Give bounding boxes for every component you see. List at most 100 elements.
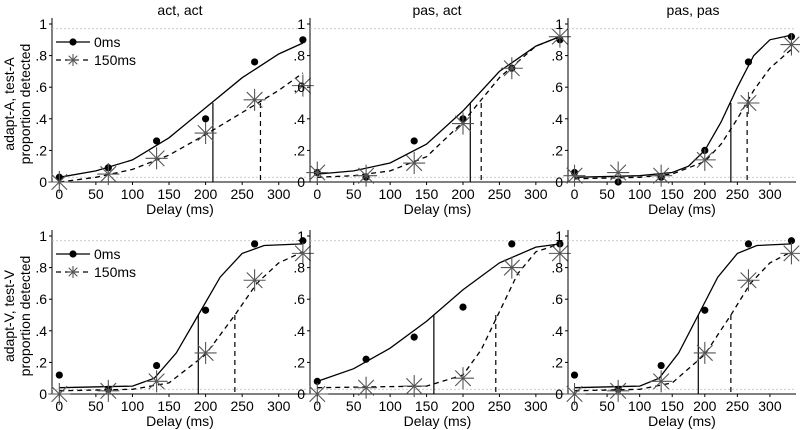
legend: 0ms 150ms: [56, 246, 136, 280]
x-tick-label: 50: [346, 186, 362, 202]
data-point-0ms: [152, 137, 161, 145]
data-point-150ms: [306, 383, 329, 405]
fit-curve-150ms: [317, 35, 561, 178]
y-tick-label: .8: [551, 260, 563, 276]
data-point-0ms: [787, 237, 796, 245]
data-point-150ms: [563, 164, 586, 187]
x-tick-label: 300: [758, 398, 782, 414]
x-tick-label: 50: [346, 398, 362, 414]
column-title-2: pas, act: [412, 2, 461, 18]
y-tick-label: 0: [297, 386, 305, 402]
x-tick-label: 300: [524, 186, 548, 202]
data-point-150ms: [737, 269, 760, 292]
x-axis-label: Delay (ms): [648, 201, 716, 217]
data-point-150ms: [548, 242, 571, 265]
fit-curve-0ms: [574, 34, 792, 178]
data-point-150ms: [500, 57, 523, 80]
data-point-150ms: [48, 383, 71, 405]
data-point-150ms: [355, 376, 378, 399]
legend-marker-0ms: [69, 38, 77, 46]
x-tick-label: 0: [55, 186, 63, 202]
y-tick-label: .2: [293, 354, 305, 370]
fit-curve-150ms: [317, 243, 561, 389]
x-tick-label: 250: [726, 398, 750, 414]
x-tick-label: 250: [488, 186, 512, 202]
chart-panel: 0 .2 .4 .6 .8 1 0 50 100 150 200 250 300 Delay (ms): [293, 16, 571, 217]
x-axis-label: Delay (ms): [404, 201, 472, 217]
x-tick-label: 100: [628, 186, 652, 202]
x-tick-label: 150: [157, 398, 181, 414]
data-point-0ms: [362, 355, 370, 363]
data-point-0ms: [657, 361, 665, 370]
x-tick-label: 150: [415, 186, 439, 202]
x-tick-label: 200: [693, 398, 717, 414]
y-tick-label: 0: [39, 386, 47, 402]
y-tick-label: 1: [555, 228, 563, 244]
y-tick-label: 1: [297, 228, 305, 244]
fit-curve-0ms: [317, 243, 560, 383]
data-point-0ms: [251, 240, 259, 248]
x-tick-label: 0: [571, 398, 579, 414]
x-tick-label: 200: [693, 186, 717, 202]
chart-panel: 0 .2 .4 .6 .8 1 0 50 100 150 200 250 300 Delay (ms) 0m…: [35, 16, 314, 217]
x-axis-label: Delay (ms): [146, 201, 214, 217]
legend-marker-150ms: [67, 54, 79, 66]
data-point-0ms: [459, 303, 467, 311]
fit-curve-150ms: [574, 251, 792, 392]
fit-curve-0ms: [317, 35, 561, 175]
x-tick-label: 300: [267, 398, 291, 414]
data-point-0ms: [410, 333, 418, 341]
data-point-150ms: [355, 164, 378, 187]
row-label-top-line1: adapt-A, test-A: [1, 57, 17, 151]
data-point-150ms: [452, 367, 474, 390]
y-tick-label: 1: [39, 16, 47, 32]
x-tick-label: 250: [726, 186, 750, 202]
data-point-0ms: [299, 36, 307, 44]
data-point-150ms: [194, 341, 217, 364]
y-tick-label: .2: [551, 142, 563, 158]
fit-curve-150ms: [59, 251, 304, 392]
legend-label-150ms: 150ms: [94, 264, 136, 280]
row-label-bottom: adapt-V, test-V proportion detected: [1, 256, 33, 377]
data-point-0ms: [508, 240, 516, 248]
x-tick-label: 250: [230, 398, 254, 414]
data-point-150ms: [693, 341, 716, 364]
data-point-0ms: [744, 58, 753, 66]
x-tick-label: 150: [661, 186, 685, 202]
data-point-150ms: [737, 92, 760, 114]
y-tick-label: 0: [297, 174, 305, 190]
data-point-150ms: [607, 161, 630, 184]
data-point-150ms: [452, 112, 474, 135]
data-point-150ms: [97, 163, 120, 186]
data-point-0ms: [299, 237, 307, 245]
y-tick-label: .4: [293, 111, 305, 127]
y-tick-label: .8: [293, 48, 305, 64]
column-title-3: pas, pas: [667, 2, 720, 18]
data-point-150ms: [48, 171, 71, 193]
row-label-bottom-line1: adapt-V, test-V: [1, 269, 17, 362]
legend: 0ms 150ms: [56, 34, 136, 68]
x-tick-label: 250: [230, 186, 254, 202]
x-tick-label: 300: [524, 398, 548, 414]
column-title-1: act, act: [157, 2, 202, 18]
x-tick-label: 200: [451, 186, 475, 202]
data-point-0ms: [744, 240, 753, 248]
x-tick-label: 150: [661, 398, 685, 414]
data-point-0ms: [410, 137, 418, 145]
y-tick-label: .4: [293, 323, 305, 339]
x-tick-label: 0: [313, 186, 321, 202]
legend-marker-150ms: [67, 266, 79, 278]
x-tick-label: 200: [194, 186, 218, 202]
x-axis-label: Delay (ms): [648, 413, 716, 429]
data-point-0ms: [313, 377, 321, 385]
data-point-150ms: [145, 370, 168, 393]
y-tick-label: .4: [551, 111, 563, 127]
chart-panel: 0 .2 .4 .6 .8 1 0 50 100 150 200 250 300 Delay (ms): [293, 228, 571, 429]
fit-curve-0ms: [59, 42, 304, 178]
data-point-150ms: [403, 375, 426, 398]
chart-panel: 0 .2 .4 .6 .8 1 0 50 100 150 200 250 300 Delay (ms) 0m…: [35, 228, 314, 429]
data-point-150ms: [291, 242, 314, 265]
data-point-150ms: [650, 164, 673, 187]
x-tick-label: 150: [157, 186, 181, 202]
